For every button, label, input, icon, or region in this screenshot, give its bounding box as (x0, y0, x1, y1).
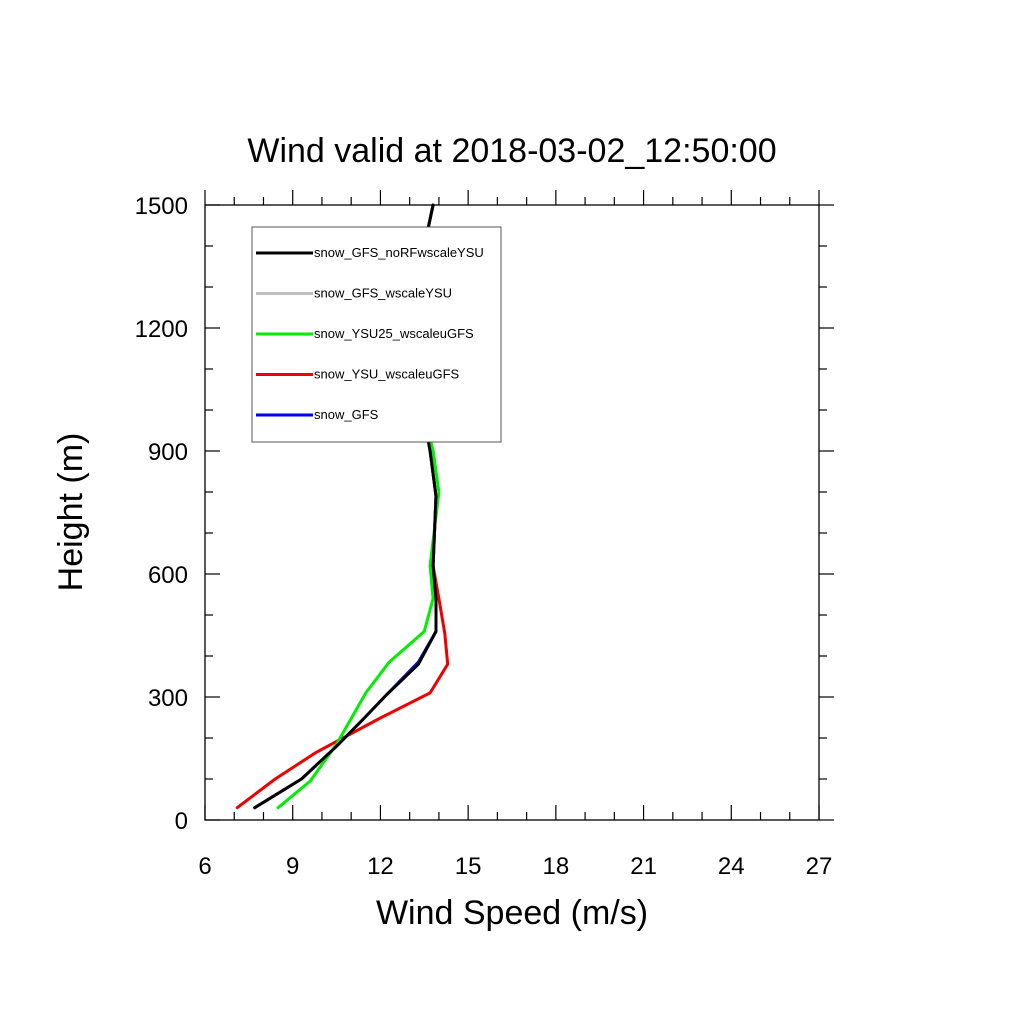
legend: snow_GFS_noRFwscaleYSU snow_GFS_wscaleYSU… (251, 226, 502, 443)
y-tick-label: 600 (148, 562, 188, 589)
y-tick-label: 300 (148, 685, 188, 712)
x-tick-label: 6 (198, 853, 211, 880)
x-tick-label: 9 (286, 853, 299, 880)
y-axis-label: Height (m) (52, 433, 90, 592)
y-tick-label: 1500 (135, 193, 188, 220)
legend-label-0: snow_GFS_noRFwscaleYSU (314, 245, 484, 260)
y-tick-label: 0 (175, 808, 188, 835)
x-tick-label: 12 (367, 853, 394, 880)
legend-label-2: snow_YSU25_wscaleuGFS (314, 326, 474, 341)
legend-label-3: snow_YSU_wscaleuGFS (314, 367, 460, 382)
y-tick-label: 1200 (135, 316, 188, 343)
x-tick-label: 27 (806, 853, 833, 880)
x-tick-label: 18 (543, 853, 570, 880)
plot-frame (204, 204, 820, 821)
x-tick-label: 24 (718, 853, 745, 880)
y-tick-label: 900 (148, 439, 188, 466)
chart-title: Wind valid at 2018-03-02_12:50:00 (247, 132, 776, 170)
legend-label-4: snow_GFS (314, 407, 379, 422)
legend-label-1: snow_GFS_wscaleYSU (314, 286, 452, 301)
axis-ticks (204, 190, 834, 821)
axis-tick-labels: 6 9 12 15 18 21 24 27 0 300 600 900 1200 1500 (135, 193, 833, 880)
x-axis-label: Wind Speed (m/s) (376, 894, 648, 932)
x-tick-label: 21 (630, 853, 657, 880)
x-tick-label: 15 (455, 853, 482, 880)
